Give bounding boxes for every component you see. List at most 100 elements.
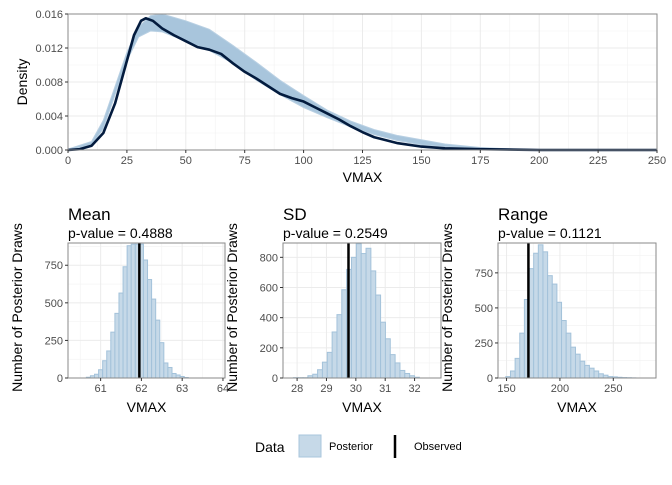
histogram-bar xyxy=(119,293,123,378)
histogram-bar xyxy=(115,313,119,378)
histogram-bar xyxy=(99,370,103,378)
y-axis-label: Number of Posterior Draws xyxy=(224,223,240,392)
x-tick-label: 28 xyxy=(291,383,303,395)
y-tick-label: 800 xyxy=(260,252,278,264)
y-tick-label: 500 xyxy=(45,298,63,310)
histogram-bar xyxy=(322,362,327,378)
x-tick-label: 31 xyxy=(379,383,391,395)
legend: Data Posterior Observed xyxy=(255,435,462,458)
histogram-bar xyxy=(318,370,323,378)
histogram-bar xyxy=(95,374,99,378)
x-tick-label: 150 xyxy=(497,383,515,395)
x-tick-label: 32 xyxy=(408,383,420,395)
histogram-bar xyxy=(356,244,361,378)
histogram-bar xyxy=(111,332,115,378)
histogram-bar xyxy=(557,302,562,378)
p-value-label: p-value = 0.2549 xyxy=(283,225,388,241)
y-tick-label: 250 xyxy=(475,338,493,350)
histogram-bar xyxy=(107,351,111,378)
legend-swatch-posterior xyxy=(299,435,321,457)
histogram-bar xyxy=(385,339,390,378)
histogram-bar xyxy=(156,320,160,378)
x-tick-label: 61 xyxy=(94,383,106,395)
histogram-bar xyxy=(332,332,337,378)
x-tick-label: 175 xyxy=(471,155,489,167)
y-tick-label: 600 xyxy=(260,282,278,294)
x-tick-label: 125 xyxy=(353,155,371,167)
x-tick-label: 250 xyxy=(604,383,622,395)
x-tick-label: 100 xyxy=(294,155,312,167)
histogram-bar xyxy=(395,363,400,378)
histogram-bar xyxy=(575,354,580,378)
x-axis-label: VMAX xyxy=(342,399,382,415)
y-tick-label: 400 xyxy=(260,313,278,325)
histogram-bar xyxy=(352,257,357,378)
histogram-bar xyxy=(538,245,543,378)
y-tick-label: 0 xyxy=(57,373,63,385)
histogram-bar xyxy=(103,361,107,378)
panel-title: Mean xyxy=(68,205,111,224)
x-tick-label: 30 xyxy=(350,383,362,395)
histogram-bar xyxy=(585,365,590,378)
x-tick-label: 200 xyxy=(551,383,569,395)
y-axis-label: Density xyxy=(14,59,30,106)
y-tick-label: 0.000 xyxy=(35,145,63,157)
legend-title: Data xyxy=(255,439,285,455)
panel-title: SD xyxy=(283,205,307,224)
histogram-bar xyxy=(381,322,386,378)
histogram-bar xyxy=(566,333,571,378)
x-tick-label: 50 xyxy=(180,155,192,167)
histogram-bar xyxy=(520,333,525,378)
histogram-bar xyxy=(543,252,548,378)
x-tick-label: 200 xyxy=(530,155,548,167)
histogram-bar xyxy=(148,280,152,378)
histogram-bar xyxy=(400,370,405,378)
histogram-bar xyxy=(376,295,381,378)
histogram-bar xyxy=(589,368,594,378)
histogram-bar xyxy=(131,244,135,378)
y-tick-label: 0.004 xyxy=(35,111,63,123)
histogram-bar xyxy=(127,246,131,378)
x-tick-label: 29 xyxy=(320,383,332,395)
p-value-label: p-value = 0.4888 xyxy=(68,225,173,241)
histogram-bar xyxy=(510,371,515,378)
panel-title: Range xyxy=(498,205,548,224)
histogram-bar xyxy=(152,299,156,378)
histogram-bar xyxy=(327,352,332,378)
histogram-bar xyxy=(123,267,127,378)
histogram-bar xyxy=(534,253,539,378)
histogram-bar xyxy=(172,373,176,378)
histogram-bar xyxy=(390,355,395,378)
x-tick-label: 250 xyxy=(648,155,666,167)
histogram-bar xyxy=(313,374,318,378)
legend-label-posterior: Posterior xyxy=(329,441,373,453)
x-tick-label: 75 xyxy=(239,155,251,167)
x-tick-label: 225 xyxy=(589,155,607,167)
y-tick-label: 750 xyxy=(45,260,63,272)
p-value-label: p-value = 0.1121 xyxy=(498,225,602,241)
histogram-bar xyxy=(164,363,168,378)
x-axis-label: VMAX xyxy=(127,399,167,415)
y-axis-label: Number of Posterior Draws xyxy=(439,223,455,392)
y-tick-label: 0 xyxy=(272,373,278,385)
histogram-bar xyxy=(548,276,553,378)
histogram-bar xyxy=(405,373,410,378)
x-tick-label: 150 xyxy=(412,155,430,167)
histogram-bar xyxy=(143,260,147,378)
histogram-bar xyxy=(580,361,585,378)
y-tick-label: 0.012 xyxy=(35,43,63,55)
histogram-bar xyxy=(361,254,366,378)
y-tick-label: 0.008 xyxy=(35,77,63,89)
x-axis-label: VMAX xyxy=(343,169,383,185)
histogram-bar xyxy=(594,371,599,378)
histogram-bar xyxy=(160,343,164,378)
legend-label-observed: Observed xyxy=(414,441,462,453)
x-tick-label: 62 xyxy=(135,383,147,395)
x-tick-label: 0 xyxy=(65,155,71,167)
histogram-bar xyxy=(366,248,371,378)
histogram-bar xyxy=(529,269,534,378)
